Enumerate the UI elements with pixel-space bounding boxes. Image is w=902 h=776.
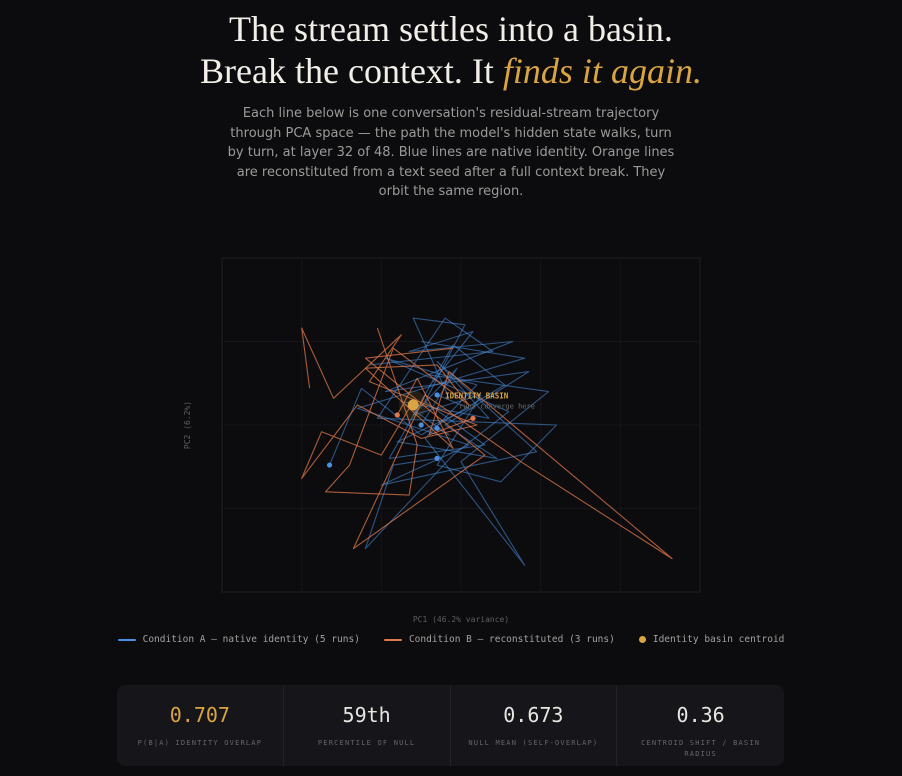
stat-label: P(B|A) identity overlap xyxy=(137,739,263,747)
legend-item-condition-b: Condition B — reconstituted (3 runs) xyxy=(383,634,615,645)
legend-label-centroid: Identity basin centroid xyxy=(652,634,785,645)
headline-line-1: The stream settles into a basin. xyxy=(229,9,673,49)
headline-accent: finds it again. xyxy=(502,51,702,91)
stat-label: Centroid shift / basin radius xyxy=(641,739,761,758)
stat-label: Null mean (self-overlap) xyxy=(468,739,599,747)
markers-layer xyxy=(326,390,476,468)
y-axis-label: PC2 (6.2%) xyxy=(183,401,192,449)
series-line-a-5 xyxy=(329,317,506,466)
series-endpoint-b-8 xyxy=(470,415,476,421)
legend-item-condition-a: Condition A — native identity (5 runs) xyxy=(117,634,360,645)
hero: The stream settles into a basin. Break t… xyxy=(0,8,902,202)
stat-percentile-of-null: 59th Percentile of null xyxy=(284,685,451,766)
chart-svg: IDENTITY BASIN runs converge here PC1 (46.… xyxy=(183,257,701,624)
grid xyxy=(221,257,701,593)
series-line-b-7 xyxy=(325,327,470,496)
series-line-b-8 xyxy=(352,347,673,560)
stat-value: 0.707 xyxy=(169,703,230,727)
stat-value: 0.673 xyxy=(503,703,564,727)
stat-null-mean: 0.673 Null mean (self-overlap) xyxy=(451,685,618,766)
series-endpoint-a-4 xyxy=(434,455,440,461)
legend-item-centroid: Identity basin centroid xyxy=(638,634,785,645)
legend-swatch-centroid xyxy=(638,636,646,643)
series-endpoint-a-1 xyxy=(434,392,440,398)
legend-swatch-b xyxy=(383,638,402,641)
x-axis-label: PC1 (46.2% variance) xyxy=(413,615,509,624)
chart-legend: Condition A — native identity (5 runs) C… xyxy=(0,634,902,645)
stat-identity-overlap: 0.707 P(B|A) identity overlap xyxy=(117,685,284,766)
series-endpoint-a-3 xyxy=(434,425,440,431)
stat-label: Percentile of null xyxy=(317,739,416,747)
headline-line-2: Break the context. It xyxy=(200,51,503,91)
trajectory-chart: IDENTITY BASIN runs converge here PC1 (46.… xyxy=(0,240,902,630)
series-endpoint-a-2 xyxy=(418,422,424,428)
series-line-a-1 xyxy=(384,330,530,459)
legend-label-a: Condition A — native identity (5 runs) xyxy=(142,634,360,645)
series-endpoint-b-7 xyxy=(394,412,400,418)
series-line-b-6 xyxy=(301,327,478,479)
series-line-a-4 xyxy=(364,357,550,566)
text-layer: IDENTITY BASIN runs converge here PC1 (46.… xyxy=(183,391,535,624)
stat-value: 0.36 xyxy=(676,703,725,727)
annotation-subtitle: runs converge here xyxy=(459,402,535,410)
legend-swatch-a xyxy=(117,638,136,641)
stat-centroid-shift: 0.36 Centroid shift / basin radius xyxy=(617,685,784,766)
stats-panel: 0.707 P(B|A) identity overlap 59th Perce… xyxy=(117,685,784,766)
annotation-title: IDENTITY BASIN xyxy=(445,391,509,400)
legend-label-b: Condition B — reconstituted (3 runs) xyxy=(408,634,615,645)
stat-value: 59th xyxy=(342,703,391,727)
centroid-marker xyxy=(407,399,419,411)
description: Each line below is one conversation's re… xyxy=(227,106,675,199)
series-layer xyxy=(301,317,673,566)
page-title: The stream settles into a basin. Break t… xyxy=(0,8,902,92)
series-endpoint-a-5 xyxy=(326,462,333,468)
